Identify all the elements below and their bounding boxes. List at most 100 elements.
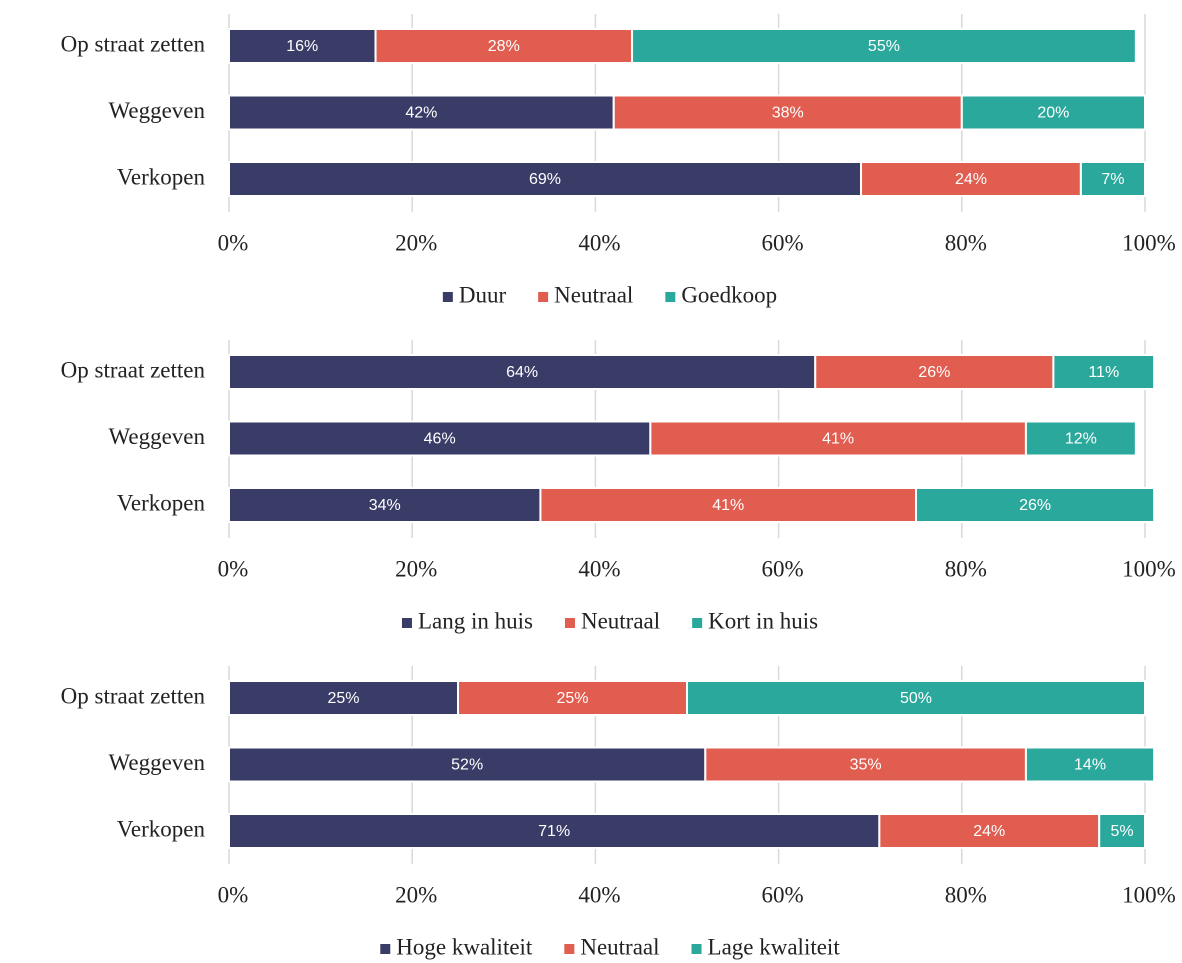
bar-segment [960, 94, 1146, 131]
x-tick-label: 0% [218, 230, 249, 255]
x-tick-label: 100% [1122, 556, 1176, 581]
bar-segment [228, 813, 881, 849]
data-label: 14% [1074, 757, 1106, 774]
x-tick-label: 40% [578, 230, 620, 255]
x-tick-label: 80% [945, 230, 987, 255]
data-label: 41% [712, 497, 744, 514]
bar-segment [228, 28, 377, 64]
bar-segment [915, 487, 1156, 523]
bar-segment [686, 680, 1146, 716]
category-label: Verkopen [117, 816, 206, 841]
bar-segment [704, 746, 1027, 783]
legend-label: Neutraal [554, 282, 633, 307]
data-label: 34% [369, 497, 401, 514]
bar-segment [612, 94, 963, 131]
category-label: Op straat zetten [61, 683, 206, 708]
data-label: 24% [973, 823, 1005, 840]
data-label: 71% [538, 823, 570, 840]
x-tick-label: 80% [945, 556, 987, 581]
data-label: 7% [1101, 171, 1124, 188]
legend: Lang in huis Neutraal Kort in huis [401, 608, 818, 633]
data-label: 38% [772, 105, 804, 122]
x-tick-label: 60% [762, 556, 804, 581]
category-label: Weggeven [109, 98, 206, 123]
legend-label: Lang in huis [418, 608, 533, 633]
x-tick-label: 20% [395, 230, 437, 255]
bar-segment [1024, 420, 1137, 457]
x-tick-label: 100% [1122, 882, 1176, 907]
legend-swatch [380, 944, 391, 954]
data-label: 11% [1088, 364, 1119, 381]
legend-label: Goedkoop [681, 282, 777, 307]
legend-swatch [691, 944, 702, 954]
chart: 0% 20% 40% 60% 80% 100% Op straat zetten 25% 25%… [61, 666, 1176, 959]
legend-label: Hoge kwaliteit [396, 934, 533, 959]
bar-segment [228, 487, 542, 523]
data-label: 20% [1037, 105, 1069, 122]
legend-swatch [564, 944, 575, 954]
x-tick-label: 20% [395, 882, 437, 907]
data-label: 12% [1065, 431, 1097, 448]
data-label: 50% [900, 690, 932, 707]
legend-label: Kort in huis [708, 608, 818, 633]
bar-segment [457, 680, 688, 716]
x-tick-label: 60% [762, 230, 804, 255]
legend-label: Neutraal [581, 608, 660, 633]
legend-swatch [692, 618, 703, 628]
x-tick-label: 0% [218, 556, 249, 581]
data-label: 26% [918, 364, 950, 381]
x-tick-label: 40% [578, 882, 620, 907]
chart: 0% 20% 40% 60% 80% 100% Op straat zetten 16% 28%… [61, 14, 1176, 307]
legend: Duur Neutraal Goedkoop [442, 282, 777, 307]
x-tick-label: 40% [578, 556, 620, 581]
bar-segment [1024, 746, 1156, 783]
bar-segment [649, 420, 1027, 457]
bar-segment [1079, 161, 1147, 197]
category-label: Weggeven [109, 424, 206, 449]
data-label: 5% [1111, 823, 1134, 840]
data-label: 69% [529, 171, 561, 188]
data-label: 25% [556, 690, 588, 707]
category-label: Op straat zetten [61, 357, 206, 382]
data-label: 64% [506, 364, 538, 381]
chart: 0% 20% 40% 60% 80% 100% Op straat zetten 64% 26%… [61, 340, 1176, 633]
bar-segment [878, 813, 1101, 849]
category-label: Weggeven [109, 750, 206, 775]
legend-label: Duur [459, 282, 507, 307]
data-label: 25% [327, 690, 359, 707]
bar-segment [631, 28, 1137, 64]
x-tick-label: 60% [762, 882, 804, 907]
bar-segment [228, 746, 707, 783]
legend-label: Neutraal [580, 934, 659, 959]
legend-swatch [442, 292, 453, 302]
legend-swatch [401, 618, 412, 628]
data-label: 16% [286, 38, 318, 55]
data-label: 24% [955, 171, 987, 188]
bar-segment [228, 354, 817, 390]
bar-segment [1098, 813, 1146, 849]
x-tick-label: 80% [945, 882, 987, 907]
bar-segment [1052, 354, 1156, 390]
data-label: 28% [488, 38, 520, 55]
bar-segment [228, 94, 615, 131]
bar-segment [228, 420, 652, 457]
data-label: 52% [451, 757, 483, 774]
legend-swatch [564, 618, 575, 628]
legend-swatch [538, 292, 549, 302]
legend-label: Lage kwaliteit [708, 934, 841, 959]
data-label: 35% [850, 757, 882, 774]
data-label: 26% [1019, 497, 1051, 514]
x-tick-label: 20% [395, 556, 437, 581]
x-tick-label: 0% [218, 882, 249, 907]
category-label: Verkopen [117, 490, 206, 515]
legend-swatch [665, 292, 676, 302]
x-tick-label: 100% [1122, 230, 1176, 255]
category-label: Op straat zetten [61, 31, 206, 56]
legend: Hoge kwaliteit Neutraal Lage kwaliteit [380, 934, 840, 959]
data-label: 46% [424, 431, 456, 448]
data-label: 42% [405, 105, 437, 122]
category-label: Verkopen [117, 164, 206, 189]
bar-segment [228, 680, 459, 716]
bar-segment [539, 487, 917, 523]
